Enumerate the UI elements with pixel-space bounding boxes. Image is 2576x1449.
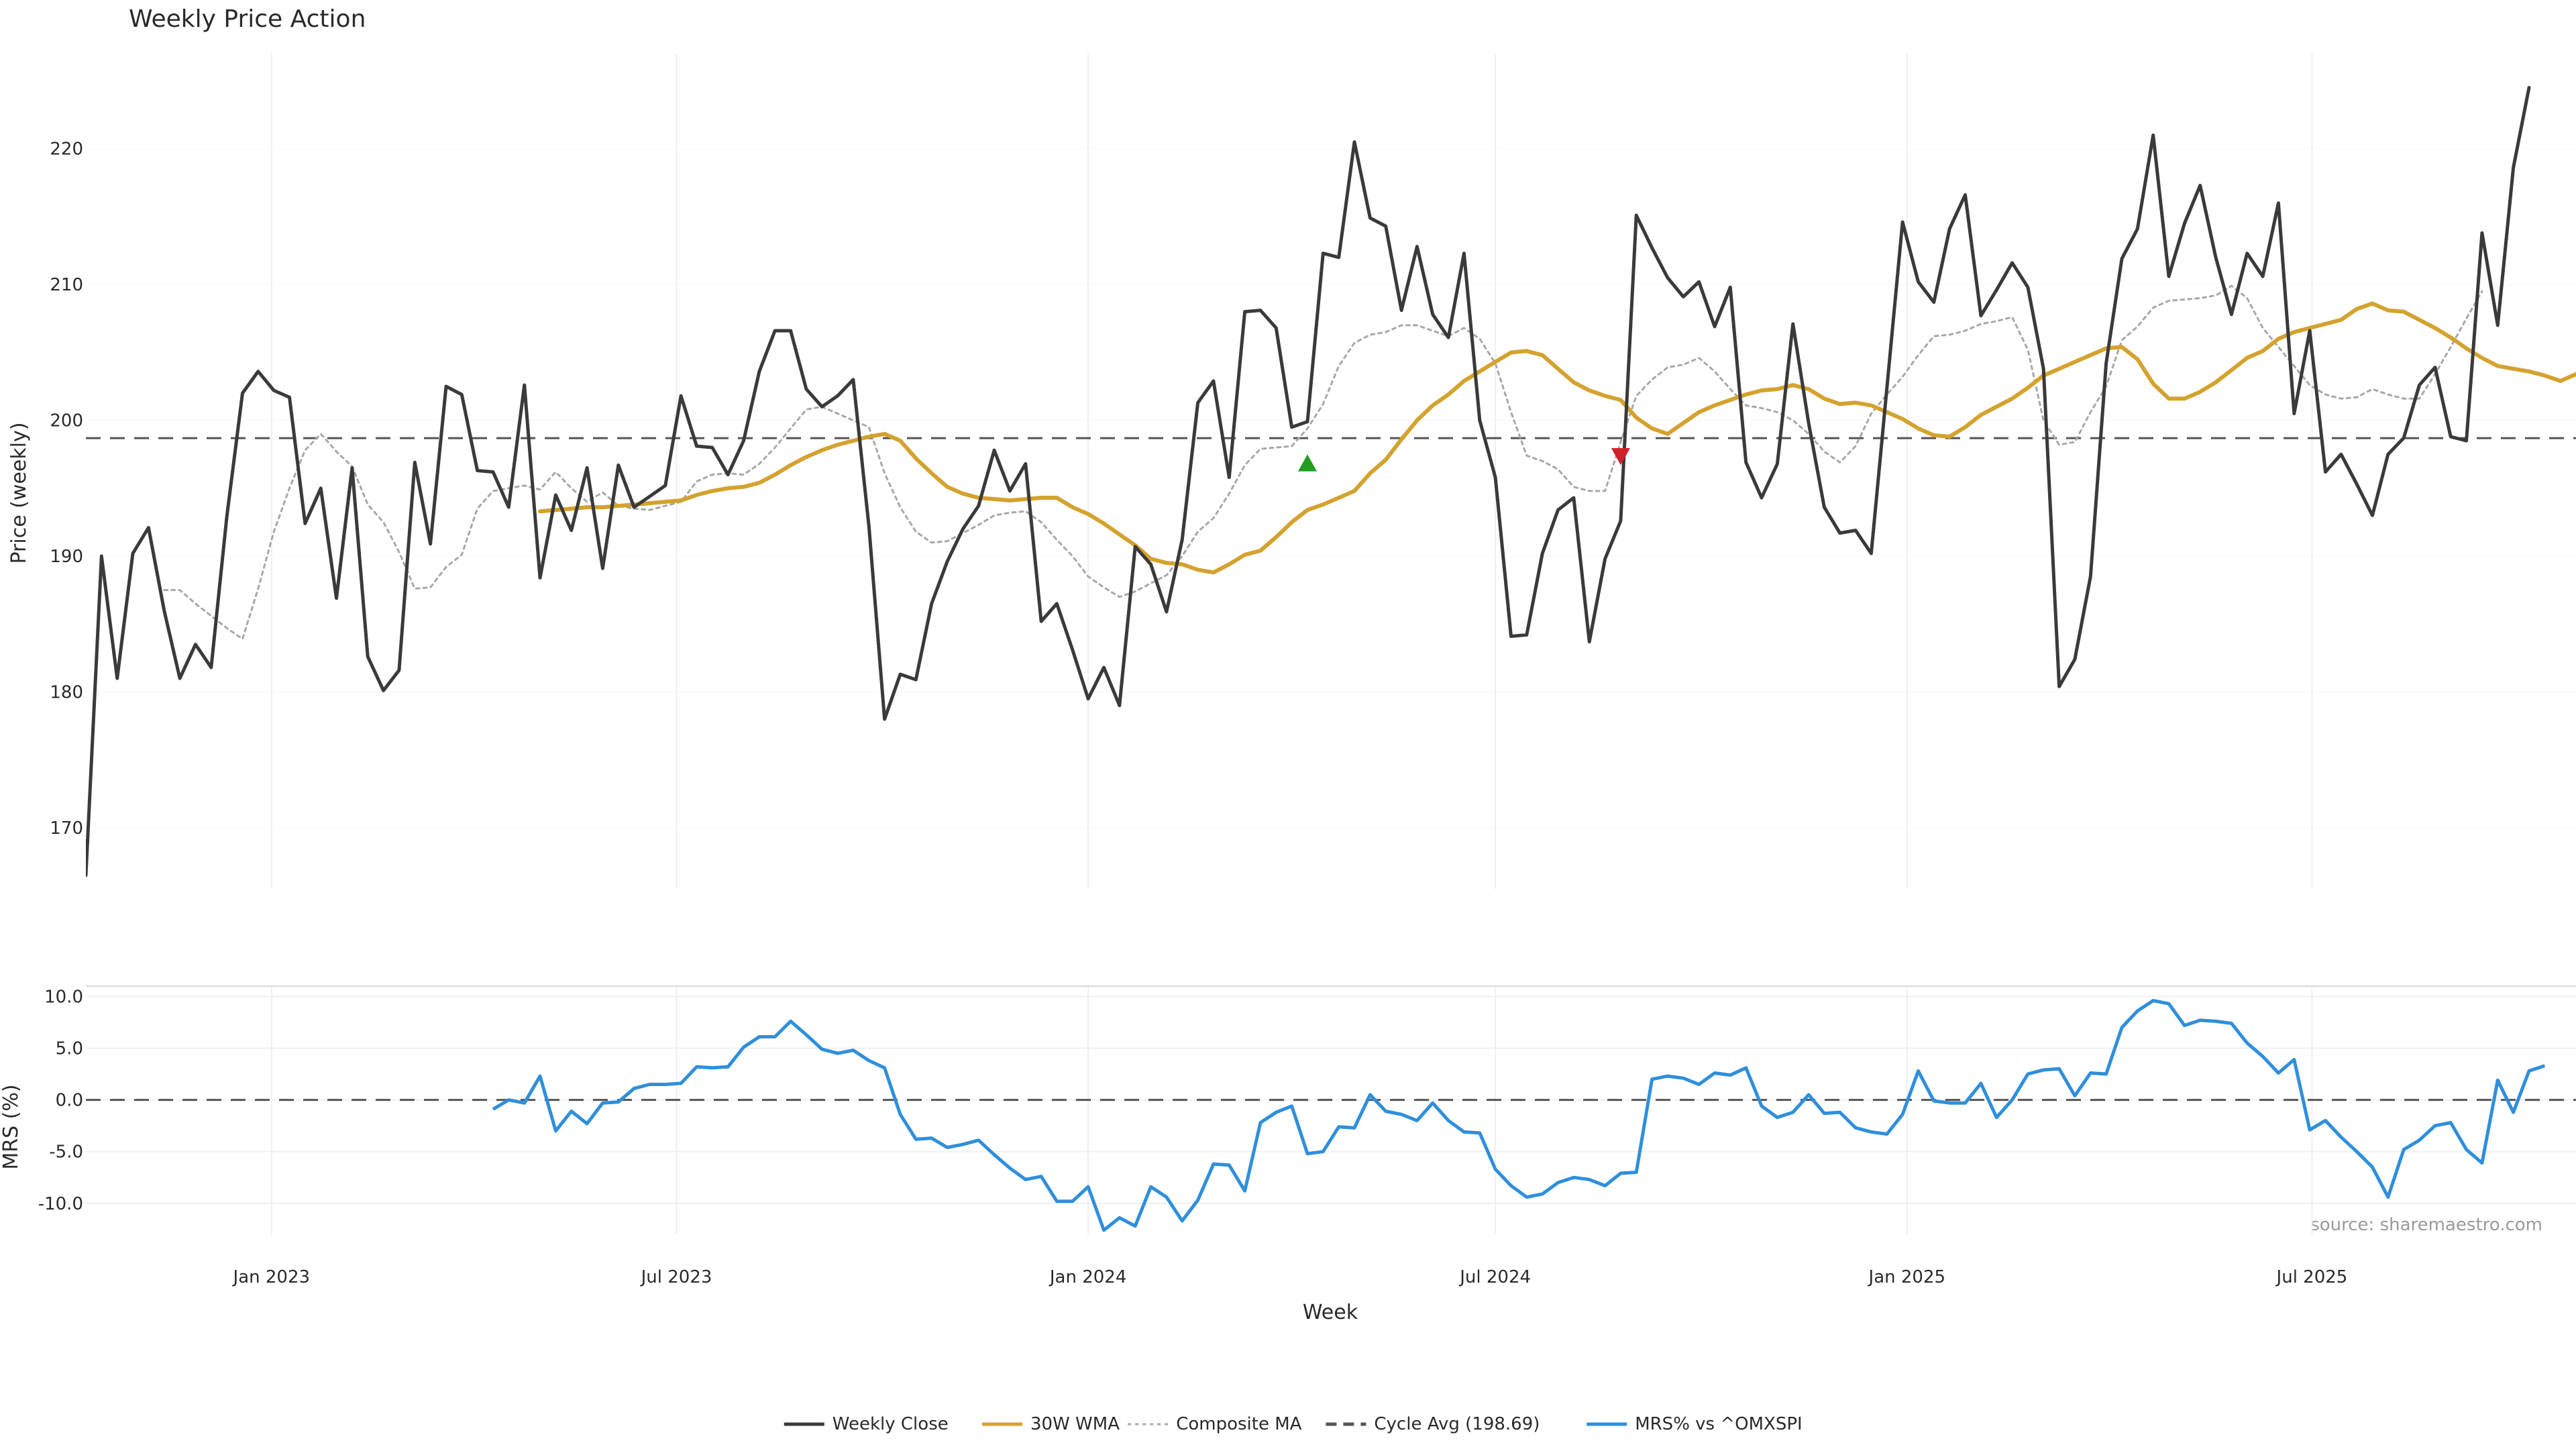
y-tick-labels: 170 180 190 200 210 220 10.0 5.0 0.0 -5.0 -10.0	[38, 140, 83, 1214]
legend-label-mrs-vs-omxspi: MRS% vs ^OMXSPI	[1635, 1414, 1803, 1434]
price-y-tick-label: 200	[50, 411, 83, 431]
legend-label-composite-ma: Composite MA	[1176, 1414, 1301, 1434]
x-tick-label: Jan 2025	[1868, 1267, 1946, 1287]
mrs-y-tick-label: 10.0	[44, 987, 83, 1007]
mrs-series-layer	[492, 999, 2546, 1232]
x-axis-label: Week	[1303, 1301, 1358, 1324]
chart-title: Weekly Price Action	[129, 5, 366, 33]
price-y-tick-label: 210	[50, 275, 83, 295]
x-tick-label: Jul 2023	[640, 1267, 712, 1287]
buy-signal-marker	[1297, 454, 1317, 472]
legend-label-cycle-avg-198-69: Cycle Avg (198.69)	[1374, 1414, 1540, 1434]
legend-label-weekly-close: Weekly Close	[833, 1414, 949, 1434]
series-layer	[86, 86, 2576, 877]
mrs-y-tick-label: 5.0	[56, 1039, 83, 1059]
mrs-y-tick-label: -5.0	[49, 1142, 83, 1163]
grid-layer	[86, 54, 2576, 1234]
mrs-axis-label: MRS (%)	[0, 1084, 23, 1169]
x-tick-label: Jul 2025	[2275, 1267, 2348, 1287]
price-y-tick-label: 170	[50, 818, 83, 839]
x-tick-labels: Jan 2023 Jul 2023 Jan 2024 Jul 2024 Jan 2025…	[232, 1267, 2348, 1287]
legend: Weekly Close 30W WMA Composite MA Cycle Avg…	[784, 1414, 1803, 1434]
price-y-tick-label: 220	[50, 140, 83, 160]
30w-wma-series	[538, 301, 2576, 575]
x-tick-label: Jan 2024	[1049, 1267, 1127, 1287]
legend-label-30w-wma: 30W WMA	[1030, 1414, 1120, 1434]
mrs-y-tick-label: -10.0	[38, 1194, 83, 1214]
x-tick-label: Jul 2024	[1458, 1267, 1531, 1287]
price-y-tick-label: 180	[50, 682, 83, 702]
x-tick-label: Jan 2023	[232, 1267, 311, 1287]
source-note: source: sharemaestro.com	[2310, 1215, 2542, 1235]
mrs-y-tick-label: 0.0	[56, 1091, 83, 1111]
weekly-close-series	[86, 86, 2531, 877]
price-y-tick-label: 190	[50, 547, 83, 567]
composite-ma-series	[163, 284, 2483, 640]
price-axis-label: Price (weekly)	[7, 422, 31, 564]
mrs-vs-omxspi-series	[492, 999, 2546, 1232]
signal-markers	[1297, 448, 1630, 472]
reference-lines	[86, 437, 2576, 1102]
sell-signal-marker	[1611, 448, 1630, 466]
